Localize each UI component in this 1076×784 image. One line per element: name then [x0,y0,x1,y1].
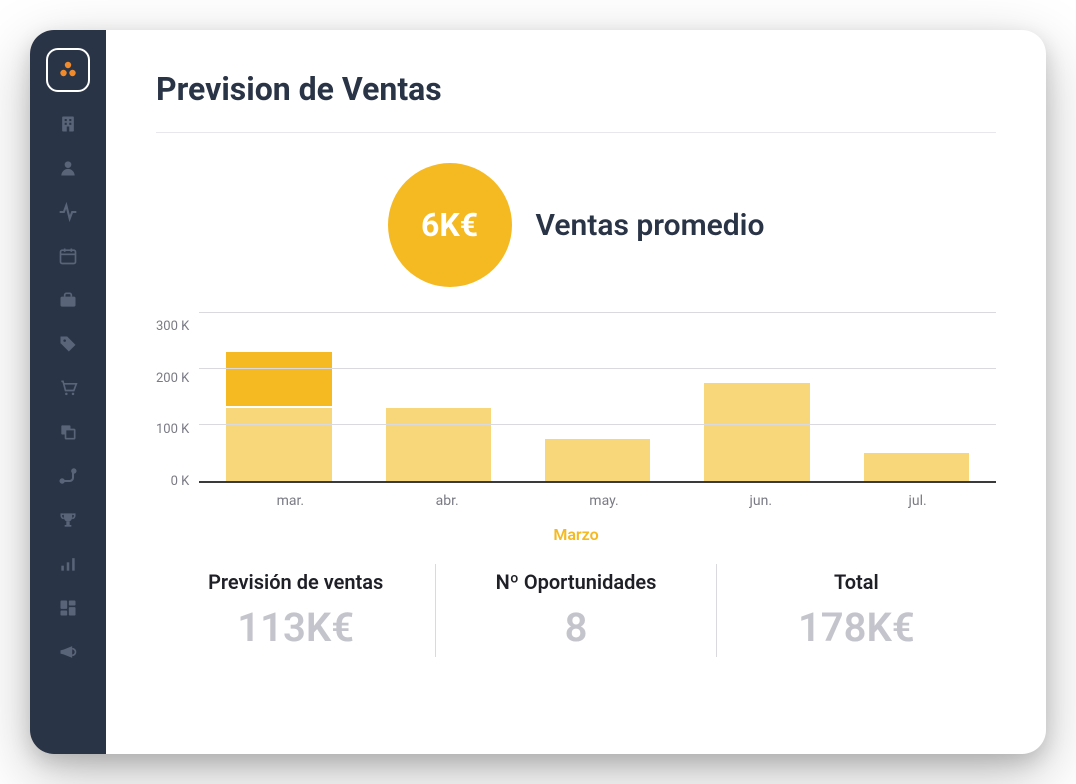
app-logo[interactable] [46,48,90,92]
hero-metric: 6K€ Ventas promedio [156,163,996,287]
selected-month-label: Marzo [156,525,996,544]
copy-icon[interactable] [56,420,80,444]
calendar-icon[interactable] [56,244,80,268]
stat-card: Previsión de ventas 113K€ [156,564,435,657]
route-icon[interactable] [56,464,80,488]
chart-bars [199,313,996,481]
chart-bar[interactable] [518,313,677,481]
sales-chart: 300 K200 K100 K0 K [156,313,996,483]
stat-label: Total [727,570,986,594]
stat-card: Total 178K€ [716,564,996,657]
hero-value-circle: 6K€ [388,163,512,287]
stat-label: Previsión de ventas [166,570,425,594]
chart-bar[interactable] [677,313,836,481]
chart-bar[interactable] [359,313,518,481]
dashboard-icon[interactable] [56,596,80,620]
x-tick-label: jun. [682,493,839,509]
tag-icon[interactable] [56,332,80,356]
app-window: Prevision de Ventas 6K€ Ventas promedio … [30,30,1046,754]
stat-value: 113K€ [166,604,425,651]
chart-plot [199,313,996,483]
building-icon[interactable] [56,112,80,136]
chart-gridline [199,312,996,313]
hero-label: Ventas promedio [536,208,765,243]
x-tick-label: may. [526,493,683,509]
main-content: Prevision de Ventas 6K€ Ventas promedio … [106,30,1046,754]
stat-card: Nº Oportunidades 8 [435,564,715,657]
chart-gridline [199,424,996,425]
stat-label: Nº Oportunidades [446,570,705,594]
bar-chart-icon[interactable] [56,552,80,576]
chart-bar[interactable] [837,313,996,481]
chart-bar[interactable] [199,313,358,481]
sidebar [30,30,106,754]
chart-y-axis: 300 K200 K100 K0 K [156,313,199,483]
briefcase-icon[interactable] [56,288,80,312]
x-tick-label: jul. [839,493,996,509]
megaphone-icon[interactable] [56,640,80,664]
x-tick-label: mar. [212,493,369,509]
chart-gridline [199,368,996,369]
cart-icon[interactable] [56,376,80,400]
y-tick-label: 300 K [156,319,189,334]
y-tick-label: 0 K [171,474,190,489]
user-icon[interactable] [56,156,80,180]
y-tick-label: 200 K [156,371,189,386]
page-title: Prevision de Ventas [156,70,996,133]
x-tick-label: abr. [369,493,526,509]
activity-icon[interactable] [56,200,80,224]
stat-value: 8 [446,604,705,651]
trophy-icon[interactable] [56,508,80,532]
stats-row: Previsión de ventas113K€Nº Oportunidades… [156,564,996,657]
stat-value: 178K€ [727,604,986,651]
y-tick-label: 100 K [156,422,189,437]
chart-x-axis: mar.abr.may.jun.jul. [212,493,996,509]
